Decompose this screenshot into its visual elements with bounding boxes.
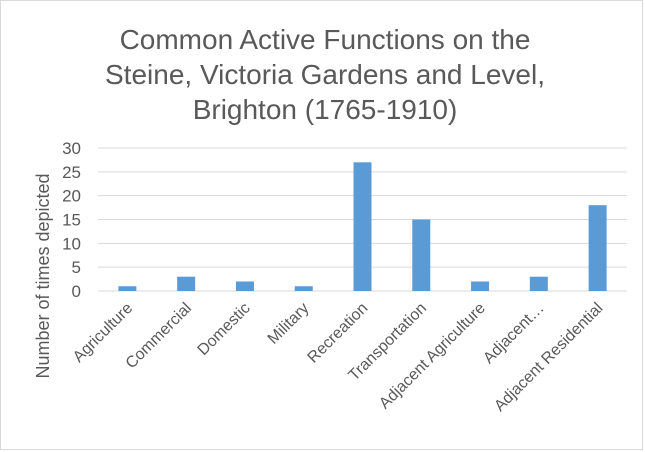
chart-title-line-3: Brighton (1765-1910)	[193, 94, 458, 125]
y-tick-label: 10	[62, 234, 81, 253]
y-tick-label: 20	[62, 187, 81, 206]
bar-agriculture	[118, 286, 137, 291]
bar-adjacent-residential	[588, 205, 607, 291]
x-category-label: Military	[265, 300, 313, 348]
y-tick-label: 30	[62, 139, 81, 158]
y-tick-label: 25	[62, 163, 81, 182]
chart-title-line-2: Steine, Victoria Gardens and Level,	[105, 59, 545, 90]
bar-military	[294, 286, 313, 291]
chart-title-line-1: Common Active Functions on the	[120, 24, 531, 55]
bars	[118, 162, 607, 291]
bar-adjacent-agriculture	[471, 281, 490, 291]
y-tick-label: 5	[72, 258, 81, 277]
bar-domestic	[235, 281, 254, 291]
bar-transportation	[412, 219, 431, 291]
bar-adjacent	[529, 276, 548, 291]
chart-title: Common Active Functions on the Steine, V…	[105, 24, 545, 125]
x-category-label: Adjacent Agriculture	[376, 300, 489, 413]
y-axis-ticks: 0 5 10 15 20 25 30	[62, 139, 81, 301]
x-category-label: Adjacent Residential	[491, 300, 606, 415]
bar-commercial	[177, 276, 196, 291]
y-tick-label: 0	[72, 282, 81, 301]
bar-recreation	[353, 162, 372, 291]
y-axis-label: Number of times depicted	[33, 173, 53, 378]
y-tick-label: 15	[62, 211, 81, 230]
x-category-label: Domestic	[195, 300, 254, 359]
